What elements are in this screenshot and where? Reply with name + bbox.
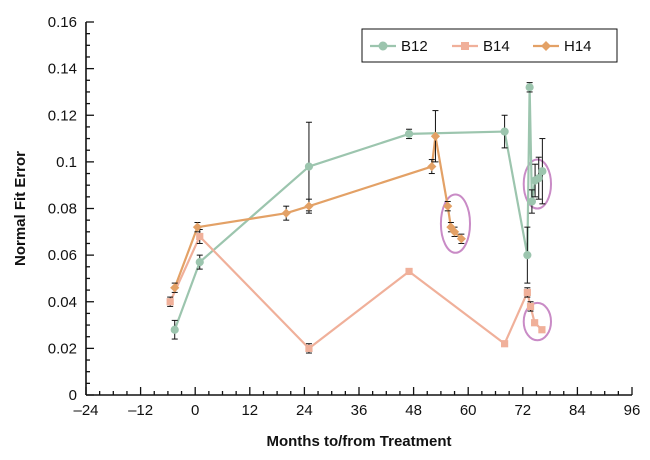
legend: B12 B14 H14 [361,28,618,63]
data-point-marker [170,325,179,334]
y-tick-label: 0.02 [48,340,77,357]
x-tick-label: 60 [460,402,477,419]
series-line [173,135,463,289]
legend-label: H14 [564,38,592,55]
data-point-marker [531,319,539,327]
x-tick-label: 84 [569,402,586,419]
data-point-marker [523,288,531,297]
data-point-marker [305,344,313,352]
x-tick-label: 96 [624,402,641,419]
x-tick-label: 12 [241,402,258,419]
data-point-marker [461,42,469,50]
y-tick-label: 0.08 [48,201,77,218]
data-point-marker [449,227,460,237]
data-point-marker [500,127,509,136]
data-point-marker [170,283,180,293]
highlight-ellipse [522,158,553,210]
x-tick-label: –24 [73,402,98,419]
y-tick-label: 0.12 [48,107,77,124]
data-point-marker [456,234,466,244]
data-point-marker [526,302,535,311]
y-tick-label: 0 [69,387,77,404]
legend-label: B12 [401,38,428,55]
data-point-marker [534,174,543,183]
x-tick-label: 36 [351,402,368,419]
y-tick-label: 0.1 [56,154,77,171]
y-tick-label: 0.14 [48,61,77,78]
axes-layer: –24 –12 0 12 24 36 48 60 72 84 96 0 0.02 0.04 0.06 0.0… [48,14,641,419]
data-point-marker [195,258,204,267]
x-axis-ticks: –24 –12 0 12 24 36 48 60 72 84 96 [73,387,640,419]
highlight-ellipse [522,301,553,342]
series-line [173,86,544,331]
data-point-marker [541,41,551,51]
series-line [169,235,543,350]
data-point-marker [281,208,291,218]
legend-label: B14 [483,38,510,55]
y-axis-ticks: 0 0.02 0.04 0.06 0.08 0.1 0.12 0.14 0.16 [48,14,94,404]
data-point-marker [196,232,204,241]
data-point-marker [304,162,314,171]
annotations-layer [439,158,553,342]
data-point-marker [523,251,532,260]
data-point-marker [304,201,314,211]
data-point-marker [443,201,453,211]
x-tick-label: 48 [405,402,422,419]
data-point-marker [166,298,174,306]
x-tick-label: –12 [128,402,153,419]
data-point-marker [446,222,456,232]
data-point-marker [427,161,437,172]
data-point-marker [378,41,388,51]
data-point-marker [525,83,534,92]
data-point-marker [501,340,509,348]
series-layer [166,82,547,354]
x-tick-label: 0 [191,402,199,419]
y-axis-title: Normal Fit Error [12,151,29,266]
data-point-marker [405,267,413,276]
data-point-marker [404,129,414,138]
series-b12 [170,82,547,340]
series-b14 [166,228,546,354]
x-tick-label: 24 [296,402,313,419]
data-point-marker [192,222,203,232]
x-tick-label: 72 [514,402,531,419]
y-tick-label: 0.06 [48,247,77,264]
data-point-marker [538,326,546,334]
highlight-ellipse [439,193,472,254]
data-point-marker [538,167,547,176]
legend-box [361,28,618,63]
y-tick-label: 0.16 [48,14,77,31]
series-h14 [170,110,466,293]
y-tick-label: 0.04 [48,294,77,311]
data-point-marker [527,197,537,206]
data-point-marker [430,131,441,141]
x-axis-title: Months to/from Treatment [266,433,451,450]
